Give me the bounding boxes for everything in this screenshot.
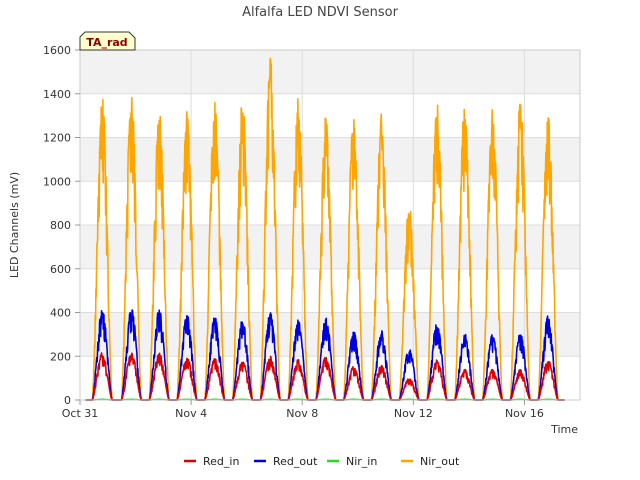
badge-box (79, 31, 136, 51)
x-axis-title: Time (550, 423, 578, 436)
x-tick-label: Nov 8 (286, 407, 318, 420)
y-tick-label: 1200 (43, 132, 71, 145)
series-line-nir-out (85, 57, 565, 401)
y-tick-label: 400 (50, 307, 71, 320)
legend-label: Red_out (273, 455, 318, 468)
y-tick-label: 1600 (43, 44, 71, 57)
grid-band (80, 93, 580, 138)
badge: TA_rad (79, 31, 136, 51)
grid-band (80, 137, 580, 182)
series-line-red-out (85, 309, 565, 401)
y-tick-label: 800 (50, 219, 71, 232)
legend: Red_in Red_out Nir_in Nir_out (184, 455, 460, 468)
x-axis-ticks: Oct 31 Nov 4 Nov 8 Nov 12 Nov 16 (62, 400, 544, 420)
chart-title: Alfalfa LED NDVI Sensor (242, 5, 399, 20)
legend-label: Nir_in (346, 455, 377, 468)
x-tick-label: Nov 16 (505, 407, 544, 420)
grid-band (80, 268, 580, 313)
y-tick-label: 0 (64, 394, 71, 407)
grid-band (80, 50, 580, 94)
y-axis-ticks: 0 200 400 600 800 1000 1200 1400 1600 (43, 44, 80, 407)
legend-label: Nir_out (420, 455, 460, 468)
badge-label: TA_rad (86, 36, 127, 49)
y-tick-label: 600 (50, 263, 71, 276)
x-tick-label: Oct 31 (62, 407, 99, 420)
y-tick-label: 1000 (43, 175, 71, 188)
y-tick-label: 1400 (43, 88, 71, 101)
x-tick-label: Nov 12 (394, 407, 433, 420)
y-tick-label: 200 (50, 350, 71, 363)
x-tick-label: Nov 4 (175, 407, 207, 420)
y-axis-title: LED Channels (mV) (8, 172, 21, 278)
series-line-red-in (85, 352, 565, 401)
legend-label: Red_in (203, 455, 239, 468)
